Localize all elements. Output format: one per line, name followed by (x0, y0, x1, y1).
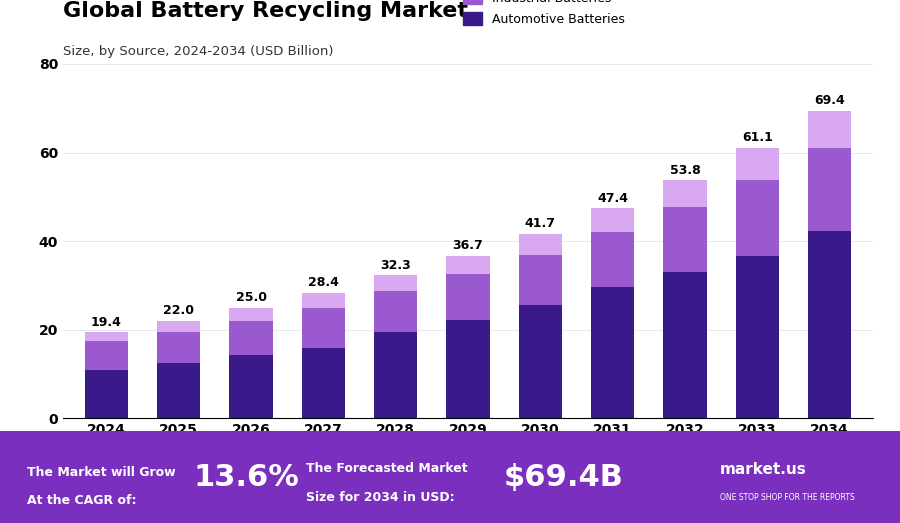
Bar (808, 148, 851, 232)
Bar (663, 272, 706, 418)
Text: At the CAGR of:: At the CAGR of: (27, 494, 137, 507)
Bar (735, 256, 779, 418)
Bar (808, 232, 851, 418)
Bar (591, 232, 634, 287)
Text: 47.4: 47.4 (597, 192, 628, 205)
Bar (591, 287, 634, 418)
Bar (591, 208, 634, 232)
Text: 53.8: 53.8 (670, 164, 700, 177)
Bar (446, 256, 490, 274)
Text: ONE STOP SHOP FOR THE REPORTS: ONE STOP SHOP FOR THE REPORTS (720, 493, 855, 502)
Text: The Forecasted Market: The Forecasted Market (306, 462, 468, 474)
Bar (157, 363, 201, 418)
Bar (230, 308, 273, 321)
Text: Global Battery Recycling Market: Global Battery Recycling Market (63, 1, 468, 21)
Bar (85, 370, 128, 418)
Text: 61.1: 61.1 (742, 131, 773, 144)
Text: 69.4: 69.4 (814, 95, 845, 107)
Text: 28.4: 28.4 (308, 276, 338, 289)
Text: Size for 2034 in USD:: Size for 2034 in USD: (306, 491, 454, 504)
Text: market.us: market.us (720, 462, 806, 477)
Bar (230, 355, 273, 418)
Text: The Market will Grow: The Market will Grow (27, 466, 176, 479)
Bar (302, 292, 345, 308)
Text: Size, by Source, 2024-2034 (USD Billion): Size, by Source, 2024-2034 (USD Billion) (63, 45, 334, 58)
Text: 36.7: 36.7 (453, 239, 483, 252)
Bar (85, 333, 128, 342)
Text: 22.0: 22.0 (163, 304, 194, 317)
Text: 19.4: 19.4 (91, 316, 122, 329)
Bar (157, 321, 201, 332)
Bar (518, 234, 562, 255)
Text: 41.7: 41.7 (525, 217, 556, 230)
Bar (735, 180, 779, 256)
Bar (446, 274, 490, 320)
Bar (230, 321, 273, 355)
Text: 32.3: 32.3 (381, 259, 411, 272)
Bar (374, 275, 418, 291)
Bar (518, 305, 562, 418)
Bar (518, 255, 562, 305)
Bar (374, 332, 418, 418)
Bar (374, 291, 418, 332)
Text: 25.0: 25.0 (236, 291, 266, 304)
Text: 13.6%: 13.6% (194, 463, 300, 492)
Bar (302, 348, 345, 418)
Bar (663, 180, 706, 207)
Bar (808, 111, 851, 148)
Legend: Consumer & Electrical Appliance Batteries, Industrial Batteries, Automotive Batt: Consumer & Electrical Appliance Batterie… (458, 0, 762, 31)
Bar (157, 332, 201, 363)
Bar (446, 320, 490, 418)
Text: $69.4B: $69.4B (504, 463, 624, 492)
Bar (735, 147, 779, 180)
Bar (302, 308, 345, 348)
Bar (85, 342, 128, 370)
Bar (663, 207, 706, 272)
